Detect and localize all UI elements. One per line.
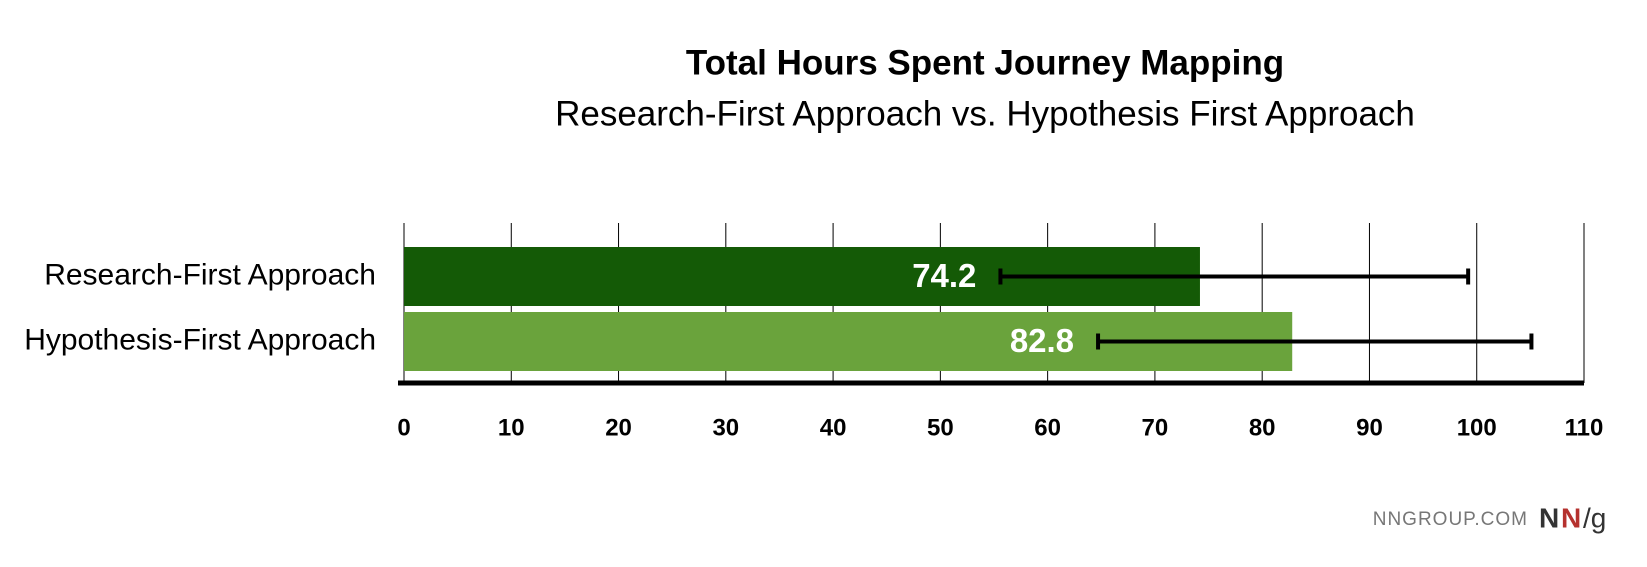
x-tick-label: 0 bbox=[397, 414, 410, 441]
chart-title: Total Hours Spent Journey Mapping bbox=[686, 43, 1284, 82]
x-tick-label: 70 bbox=[1142, 414, 1169, 441]
logo-n2: N bbox=[1561, 502, 1581, 533]
footer-site: NNGROUP.COM bbox=[1373, 509, 1528, 530]
value-label: 74.2 bbox=[912, 257, 976, 294]
logo-g: /g bbox=[1583, 502, 1606, 533]
x-tick-label: 90 bbox=[1356, 414, 1383, 441]
logo-n1: N bbox=[1539, 502, 1559, 533]
x-tick-label: 10 bbox=[498, 414, 525, 441]
value-label: 82.8 bbox=[1010, 322, 1074, 359]
x-tick-label: 60 bbox=[1034, 414, 1061, 441]
category-label: Research-First Approach bbox=[44, 258, 376, 291]
chart-subtitle: Research-First Approach vs. Hypothesis F… bbox=[555, 94, 1415, 133]
x-tick-label: 40 bbox=[820, 414, 847, 441]
x-tick-label: 30 bbox=[712, 414, 739, 441]
x-tick-label: 110 bbox=[1565, 414, 1604, 441]
x-tick-label: 100 bbox=[1457, 414, 1497, 441]
category-label: Hypothesis-First Approach bbox=[24, 323, 376, 356]
x-tick-label: 20 bbox=[605, 414, 632, 441]
x-tick-label: 50 bbox=[927, 414, 954, 441]
x-tick-label: 80 bbox=[1249, 414, 1276, 441]
